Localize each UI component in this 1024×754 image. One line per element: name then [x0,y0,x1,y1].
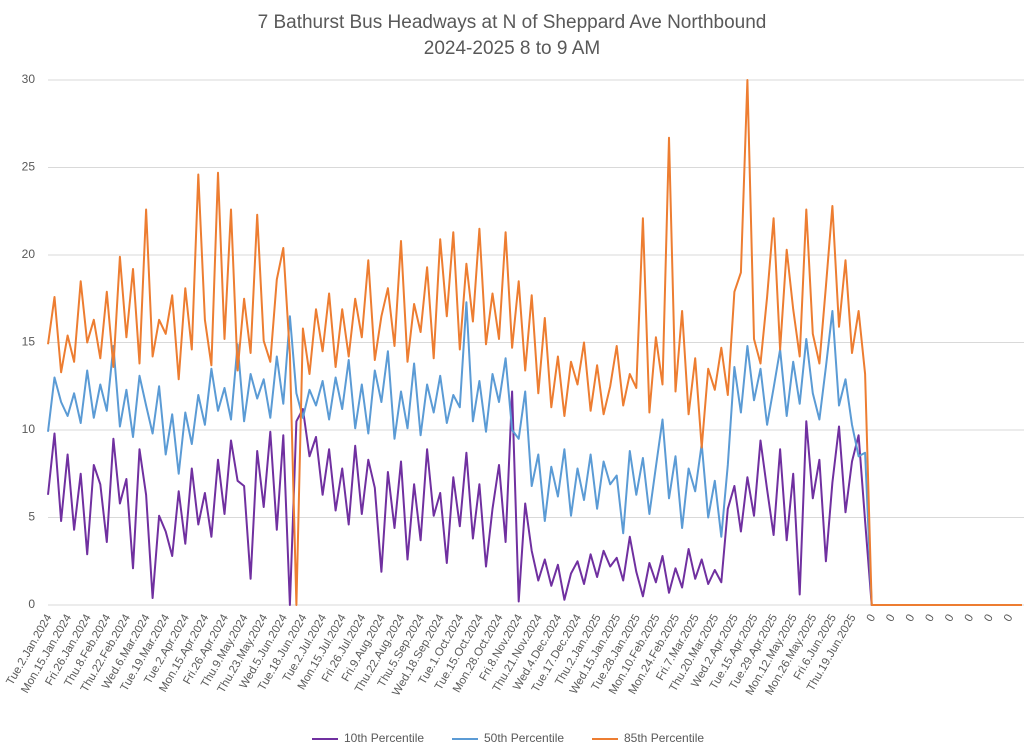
series-line [47,79,1022,606]
y-tick-label: 10 [22,422,36,436]
x-tick-label: 0 [1002,613,1016,625]
y-tick-label: 30 [22,72,36,86]
x-tick-label: 0 [982,613,996,625]
legend-label: 10th Percentile [344,731,424,745]
y-tick-label: 0 [28,597,35,611]
y-tick-label: 25 [22,160,36,174]
x-tick-label: 0 [865,613,879,625]
y-tick-label: 15 [22,335,36,349]
y-tick-label: 20 [22,247,36,261]
x-tick-label: 0 [904,613,918,625]
x-tick-label: 0 [923,613,937,625]
x-tick-label: 0 [943,613,957,625]
series-line [47,301,1022,606]
y-tick-label: 5 [28,510,35,524]
chart-subtitle: 2024-2025 8 to 9 AM [424,38,600,59]
x-tick-label: 0 [884,613,898,625]
series-line [47,390,1022,606]
legend-label: 50th Percentile [484,731,564,745]
x-tick-label: 0 [963,613,977,625]
chart-title: 7 Bathurst Bus Headways at N of Sheppard… [258,12,767,33]
legend-label: 85th Percentile [624,731,704,745]
